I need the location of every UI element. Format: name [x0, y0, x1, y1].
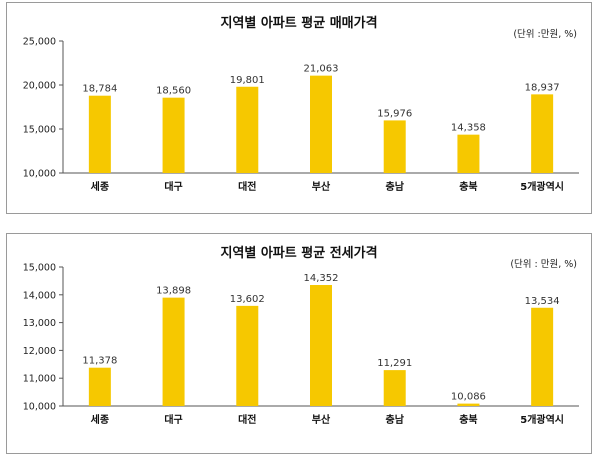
bar: [88, 367, 111, 406]
data-label: 14,352: [304, 273, 339, 284]
bar-chart-jeonse: 10,000 11,000 12,000 13,000 14,000 15,000 11,3…: [23, 263, 579, 426]
bar: [310, 75, 332, 173]
data-label: 18,937: [525, 82, 560, 93]
bar: [457, 403, 480, 406]
chart-title-sale: 지역별 아파트 평균 매매가격: [220, 16, 378, 31]
bar: [310, 285, 332, 406]
category-label: 5개광역시: [520, 413, 564, 426]
y-tick-label: 11,000: [23, 374, 56, 385]
data-label: 10,086: [451, 392, 486, 403]
unit-note-jeonse: (단위 : 만원, %): [510, 259, 577, 270]
bar: [457, 134, 480, 173]
data-label: 11,378: [82, 356, 117, 367]
category-label: 충북: [459, 413, 477, 426]
data-label: 13,602: [230, 294, 265, 305]
bar-chart-sale: 10,000 15,000 20,000 25,000 18,784 세종 18,560 대구…: [23, 37, 579, 193]
y-tick-label: 12,000: [23, 346, 56, 357]
data-label: 18,784: [82, 84, 117, 95]
chart-panel-jeonse: 지역별 아파트 평균 전세가격 (단위 : 만원, %) 10,000 11,00…: [6, 233, 592, 454]
category-label: 세종: [91, 413, 109, 426]
category-label: 대구: [164, 413, 182, 426]
category-label: 충남: [386, 413, 405, 426]
y-tick-label: 10,000: [23, 169, 56, 180]
bar: [88, 95, 111, 173]
data-label: 19,801: [230, 75, 265, 86]
bar: [531, 94, 554, 173]
bar: [236, 305, 259, 406]
category-label: 충남: [386, 180, 405, 193]
data-label: 18,560: [156, 86, 191, 97]
chart-title-jeonse: 지역별 아파트 평균 전세가격: [220, 246, 378, 261]
y-tick-label: 25,000: [23, 37, 56, 48]
chart-panel-sale: 지역별 아파트 평균 매매가격 (단위 :만원, %) 10,000 15,000…: [6, 2, 592, 214]
data-label: 15,976: [377, 108, 412, 119]
bar: [383, 120, 406, 173]
category-label: 대구: [164, 180, 182, 193]
category-label: 대전: [238, 180, 256, 193]
data-label: 11,291: [377, 358, 412, 369]
y-tick-label: 13,000: [23, 318, 56, 329]
y-tick-label: 14,000: [23, 290, 56, 301]
bar: [236, 86, 259, 173]
bar: [531, 307, 554, 406]
category-label: 대전: [238, 413, 256, 426]
bar: [383, 370, 406, 406]
category-label: 부산: [312, 180, 331, 193]
bar: [162, 97, 185, 173]
unit-note-sale: (단위 :만원, %): [513, 29, 577, 40]
category-label: 세종: [91, 180, 109, 193]
data-label: 14,358: [451, 123, 486, 134]
category-label: 충북: [459, 180, 477, 193]
category-label: 부산: [312, 413, 331, 426]
y-tick-label: 15,000: [23, 263, 56, 274]
y-tick-label: 15,000: [23, 125, 56, 136]
bar: [162, 297, 185, 406]
category-label: 5개광역시: [520, 180, 564, 193]
data-label: 13,898: [156, 286, 191, 297]
y-tick-label: 10,000: [23, 402, 56, 413]
y-tick-label: 20,000: [23, 81, 56, 92]
data-label: 21,063: [304, 64, 339, 75]
data-label: 13,534: [525, 296, 560, 307]
